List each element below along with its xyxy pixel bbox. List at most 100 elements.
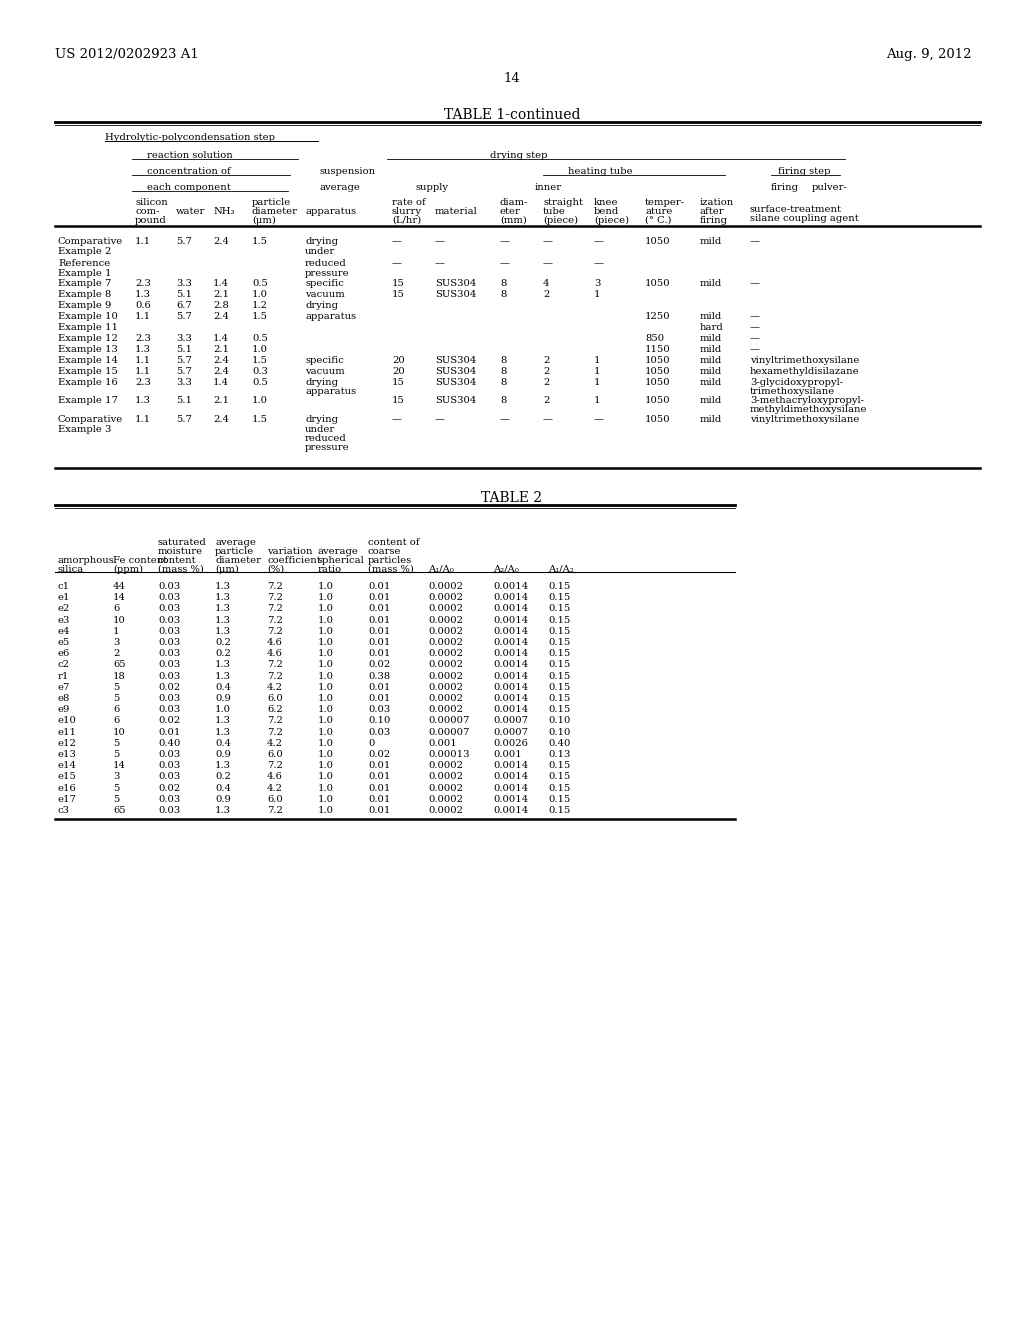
Text: average: average: [319, 183, 360, 191]
Text: content: content: [158, 556, 197, 565]
Text: 0.01: 0.01: [368, 795, 390, 804]
Text: 0.0014: 0.0014: [493, 682, 528, 692]
Text: 3: 3: [113, 772, 120, 781]
Text: 18: 18: [113, 672, 126, 681]
Text: inner: inner: [535, 183, 562, 191]
Text: 0.40: 0.40: [548, 739, 570, 748]
Text: 0.15: 0.15: [548, 682, 570, 692]
Text: e17: e17: [58, 795, 77, 804]
Text: pulver-: pulver-: [812, 183, 848, 191]
Text: under: under: [305, 425, 335, 433]
Text: methyldimethoxysilane: methyldimethoxysilane: [750, 405, 867, 414]
Text: mild: mild: [700, 334, 722, 343]
Text: (μm): (μm): [215, 565, 239, 574]
Text: 0.0002: 0.0002: [428, 582, 463, 591]
Text: 0.0002: 0.0002: [428, 638, 463, 647]
Text: 0.0002: 0.0002: [428, 694, 463, 704]
Text: 1.0: 1.0: [318, 582, 334, 591]
Text: 5.7: 5.7: [176, 312, 191, 321]
Text: 0.2: 0.2: [215, 649, 230, 659]
Text: 0.01: 0.01: [368, 682, 390, 692]
Text: 7.2: 7.2: [267, 717, 283, 726]
Text: 1.0: 1.0: [215, 705, 231, 714]
Text: 6: 6: [113, 705, 119, 714]
Text: 0.10: 0.10: [368, 717, 390, 726]
Text: 0.02: 0.02: [158, 682, 180, 692]
Text: 1.3: 1.3: [215, 660, 231, 669]
Text: 0.5: 0.5: [252, 378, 268, 387]
Text: e6: e6: [58, 649, 71, 659]
Text: 1050: 1050: [645, 396, 671, 405]
Text: TABLE 2: TABLE 2: [481, 491, 543, 506]
Text: 1.0: 1.0: [252, 345, 268, 354]
Text: particles: particles: [368, 556, 413, 565]
Text: 1.3: 1.3: [215, 593, 231, 602]
Text: NH₃: NH₃: [213, 207, 234, 216]
Text: 7.2: 7.2: [267, 660, 283, 669]
Text: e5: e5: [58, 638, 71, 647]
Text: 0.01: 0.01: [368, 593, 390, 602]
Text: vacuum: vacuum: [305, 290, 345, 300]
Text: 0.03: 0.03: [158, 705, 180, 714]
Text: 1.0: 1.0: [318, 627, 334, 636]
Text: 10: 10: [113, 727, 126, 737]
Text: 0.01: 0.01: [158, 727, 180, 737]
Text: reduced: reduced: [305, 259, 347, 268]
Text: 1.0: 1.0: [318, 762, 334, 770]
Text: e13: e13: [58, 750, 77, 759]
Text: Hydrolytic-polycondensation step: Hydrolytic-polycondensation step: [105, 133, 275, 143]
Text: 3-glycidoxypropyl-: 3-glycidoxypropyl-: [750, 378, 843, 387]
Text: (mm): (mm): [500, 216, 527, 224]
Text: —: —: [750, 334, 760, 343]
Text: 7.2: 7.2: [267, 593, 283, 602]
Text: —: —: [750, 238, 760, 246]
Text: 0.03: 0.03: [158, 795, 180, 804]
Text: 0.00007: 0.00007: [428, 717, 469, 726]
Text: 0.15: 0.15: [548, 627, 570, 636]
Text: 5: 5: [113, 750, 120, 759]
Text: 0.15: 0.15: [548, 615, 570, 624]
Text: straight: straight: [543, 198, 583, 207]
Text: firing: firing: [771, 183, 799, 191]
Text: pound: pound: [135, 216, 167, 224]
Text: 4.2: 4.2: [267, 784, 283, 792]
Text: 0.02: 0.02: [158, 717, 180, 726]
Text: 0.03: 0.03: [158, 762, 180, 770]
Text: 850: 850: [645, 334, 665, 343]
Text: 1: 1: [594, 378, 600, 387]
Text: 6.2: 6.2: [267, 705, 283, 714]
Text: 0.0014: 0.0014: [493, 582, 528, 591]
Text: 2.8: 2.8: [213, 301, 229, 310]
Text: 0.15: 0.15: [548, 784, 570, 792]
Text: 0.0002: 0.0002: [428, 615, 463, 624]
Text: rate of: rate of: [392, 198, 426, 207]
Text: 0.15: 0.15: [548, 660, 570, 669]
Text: 1150: 1150: [645, 345, 671, 354]
Text: SUS304: SUS304: [435, 290, 476, 300]
Text: 0.10: 0.10: [548, 717, 570, 726]
Text: TABLE 1-continued: TABLE 1-continued: [443, 108, 581, 121]
Text: 5.7: 5.7: [176, 238, 191, 246]
Text: e7: e7: [58, 682, 71, 692]
Text: 44: 44: [113, 582, 126, 591]
Text: US 2012/0202923 A1: US 2012/0202923 A1: [55, 48, 199, 61]
Text: 7.2: 7.2: [267, 762, 283, 770]
Text: 0.00013: 0.00013: [428, 750, 469, 759]
Text: content of: content of: [368, 539, 420, 546]
Text: 0.01: 0.01: [368, 615, 390, 624]
Text: 5.1: 5.1: [176, 396, 193, 405]
Text: 5.7: 5.7: [176, 367, 191, 376]
Text: Example 3: Example 3: [58, 425, 112, 433]
Text: 0.0007: 0.0007: [493, 727, 528, 737]
Text: 0.02: 0.02: [368, 660, 390, 669]
Text: 1.3: 1.3: [215, 627, 231, 636]
Text: (mass %): (mass %): [158, 565, 204, 574]
Text: vinyltrimethoxysilane: vinyltrimethoxysilane: [750, 414, 859, 424]
Text: A₁/A₂: A₁/A₂: [548, 565, 573, 574]
Text: 15: 15: [392, 378, 404, 387]
Text: —: —: [392, 414, 402, 424]
Text: 3-methacryloxypropyl-: 3-methacryloxypropyl-: [750, 396, 864, 405]
Text: diameter: diameter: [215, 556, 261, 565]
Text: 0.0014: 0.0014: [493, 615, 528, 624]
Text: average: average: [215, 539, 256, 546]
